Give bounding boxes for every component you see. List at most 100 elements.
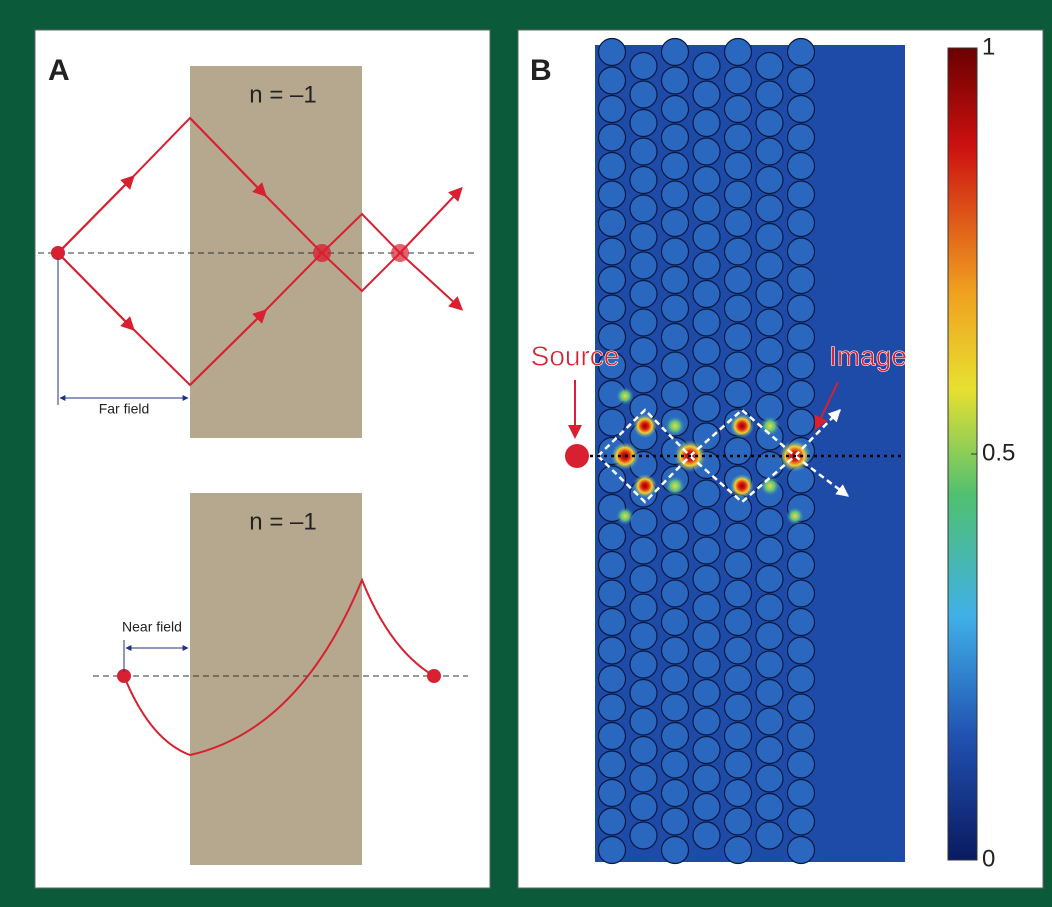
rod	[599, 181, 626, 208]
rod	[599, 780, 626, 807]
rod	[788, 210, 815, 237]
rod	[788, 238, 815, 265]
rod	[599, 210, 626, 237]
rod	[630, 765, 657, 792]
rod	[756, 737, 783, 764]
rod	[662, 39, 689, 66]
rod	[599, 96, 626, 123]
rod	[630, 509, 657, 536]
rod	[788, 153, 815, 180]
rod	[630, 81, 657, 108]
annotation: Near field	[122, 619, 182, 635]
rod	[788, 352, 815, 379]
rod	[788, 837, 815, 864]
rod	[756, 537, 783, 564]
rod	[630, 537, 657, 564]
rod	[725, 780, 752, 807]
source-label: Source	[531, 340, 620, 371]
rod	[693, 395, 720, 422]
rod	[725, 153, 752, 180]
rod	[725, 808, 752, 835]
rod	[662, 96, 689, 123]
slab	[190, 493, 362, 865]
rod	[662, 694, 689, 721]
rod	[630, 252, 657, 279]
rod	[788, 181, 815, 208]
rod	[725, 694, 752, 721]
rod	[725, 580, 752, 607]
rod	[693, 794, 720, 821]
rod	[725, 523, 752, 550]
rod	[693, 110, 720, 137]
rod	[630, 309, 657, 336]
rod	[662, 552, 689, 579]
rod	[725, 67, 752, 94]
rod	[725, 751, 752, 778]
rod	[599, 666, 626, 693]
rod	[630, 594, 657, 621]
rod	[662, 238, 689, 265]
rod	[756, 651, 783, 678]
tick-label: 0	[982, 845, 995, 872]
rod	[725, 666, 752, 693]
rod	[725, 124, 752, 151]
panel-label: A	[48, 54, 70, 87]
rod	[662, 723, 689, 750]
rod	[599, 238, 626, 265]
rod	[630, 138, 657, 165]
rod	[725, 295, 752, 322]
rod	[599, 837, 626, 864]
rod	[756, 167, 783, 194]
rod	[693, 708, 720, 735]
rod	[693, 281, 720, 308]
rod	[788, 295, 815, 322]
rod	[662, 267, 689, 294]
figure: A n = –1 Far field n = –1 Near field B S…	[0, 0, 1052, 902]
rod	[725, 39, 752, 66]
rod	[693, 224, 720, 251]
rod	[756, 594, 783, 621]
rod	[788, 723, 815, 750]
rod	[725, 609, 752, 636]
rod	[756, 366, 783, 393]
rod	[630, 366, 657, 393]
rod	[662, 808, 689, 835]
rod	[788, 67, 815, 94]
rod	[788, 552, 815, 579]
rod	[662, 637, 689, 664]
rod	[693, 509, 720, 536]
rod	[630, 623, 657, 650]
tick-label: 0.5	[982, 439, 1015, 466]
rod	[599, 267, 626, 294]
rod	[693, 480, 720, 507]
rod	[599, 153, 626, 180]
rod	[756, 708, 783, 735]
rod	[725, 637, 752, 664]
rod	[630, 566, 657, 593]
rod	[662, 324, 689, 351]
rod	[788, 96, 815, 123]
rod	[756, 765, 783, 792]
rod	[630, 281, 657, 308]
panel-label: B	[530, 54, 552, 87]
rod	[630, 680, 657, 707]
rod	[662, 124, 689, 151]
rod	[756, 680, 783, 707]
rod	[788, 637, 815, 664]
rod	[662, 666, 689, 693]
rod	[756, 281, 783, 308]
rod	[756, 53, 783, 80]
rod	[630, 110, 657, 137]
rod	[788, 694, 815, 721]
rod	[662, 381, 689, 408]
rod	[662, 837, 689, 864]
rod	[662, 780, 689, 807]
rod	[599, 124, 626, 151]
rod	[662, 580, 689, 607]
rod	[756, 794, 783, 821]
rod	[788, 324, 815, 351]
tick-label: 1	[982, 33, 995, 60]
rod	[599, 808, 626, 835]
rod	[693, 252, 720, 279]
rod	[788, 751, 815, 778]
